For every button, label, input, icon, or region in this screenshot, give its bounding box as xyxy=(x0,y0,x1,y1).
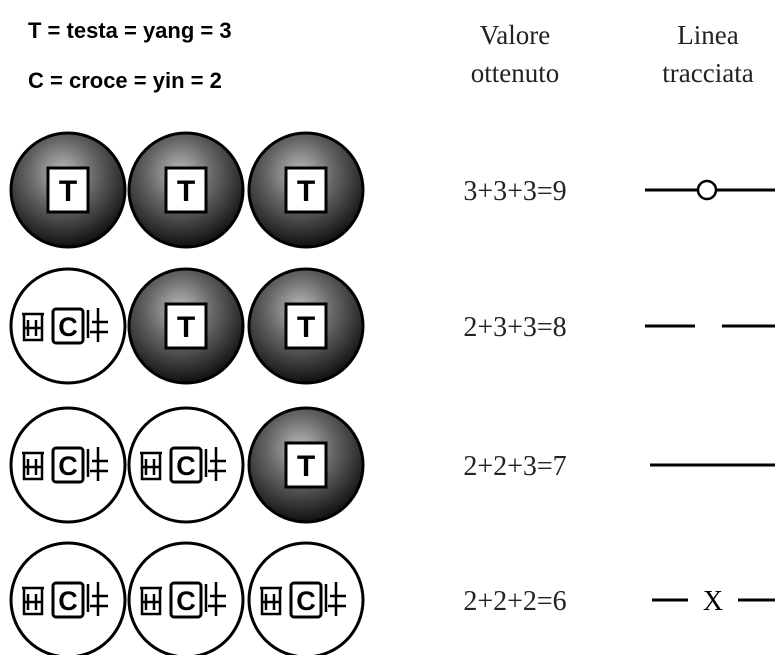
coin-glyph xyxy=(22,586,44,616)
coin: C xyxy=(9,406,127,524)
coin-box xyxy=(284,166,328,214)
coin-box xyxy=(51,446,85,484)
header-value: ottenuto xyxy=(471,58,560,88)
coin: C xyxy=(247,541,365,655)
legend-c: C = croce = yin = 2 xyxy=(28,68,222,93)
coin-glyph xyxy=(324,582,346,616)
coin-box xyxy=(164,302,208,350)
coin: C xyxy=(127,406,245,524)
coin: C xyxy=(9,267,127,385)
coin-box xyxy=(284,302,328,350)
coin-glyph xyxy=(204,447,226,481)
coin-box xyxy=(164,166,208,214)
coin-glyph xyxy=(86,308,108,342)
coin-box xyxy=(51,307,85,345)
sum: 2+2+2=6 xyxy=(463,586,566,617)
coin-label: T xyxy=(297,311,315,344)
header-value: Valore xyxy=(480,20,550,50)
header-line: Linea xyxy=(677,20,738,50)
line-mark: X xyxy=(703,586,723,617)
coin-label: C xyxy=(58,451,78,481)
coin-box xyxy=(51,581,85,619)
coin: T xyxy=(127,131,245,249)
coin-glyph xyxy=(204,582,226,616)
coin-glyph xyxy=(22,451,44,481)
sum: 2+2+3=7 xyxy=(463,451,566,482)
legend-t: T = testa = yang = 3 xyxy=(28,18,232,43)
header-line: tracciata xyxy=(662,58,753,88)
coin-label: T xyxy=(297,450,315,483)
coin: T xyxy=(247,406,365,524)
coin-glyph xyxy=(140,586,162,616)
coin-label: T xyxy=(297,175,315,208)
coin: T xyxy=(127,267,245,385)
sum: 2+3+3=8 xyxy=(463,312,566,343)
coin-label: T xyxy=(59,175,77,208)
coin: T xyxy=(9,131,127,249)
coin-glyph xyxy=(260,586,282,616)
coin-box xyxy=(169,581,203,619)
coin-label: C xyxy=(176,451,196,481)
coin-box xyxy=(46,166,90,214)
rows: T T T 3+3+3=9 C T T 2+3+3=8 C C T 2+2+3=7 C C C 2+2+2=6… xyxy=(9,131,775,655)
coin-label: C xyxy=(58,586,78,616)
line-circle xyxy=(696,179,718,201)
coin-label: C xyxy=(176,586,196,616)
coin-glyph xyxy=(86,582,108,616)
coin: C xyxy=(9,541,127,655)
coin-label: T xyxy=(177,175,195,208)
coin-glyph xyxy=(22,312,44,342)
coin-label: C xyxy=(296,586,316,616)
sum: 3+3+3=9 xyxy=(463,176,566,207)
coin-box xyxy=(284,441,328,489)
coin: T xyxy=(247,267,365,385)
coin-label: T xyxy=(177,311,195,344)
coin-glyph xyxy=(140,451,162,481)
coin: T xyxy=(247,131,365,249)
coin-box xyxy=(289,581,323,619)
coin-glyph xyxy=(86,447,108,481)
coin-label: C xyxy=(58,312,78,342)
coin-box xyxy=(169,446,203,484)
coin: C xyxy=(127,541,245,655)
